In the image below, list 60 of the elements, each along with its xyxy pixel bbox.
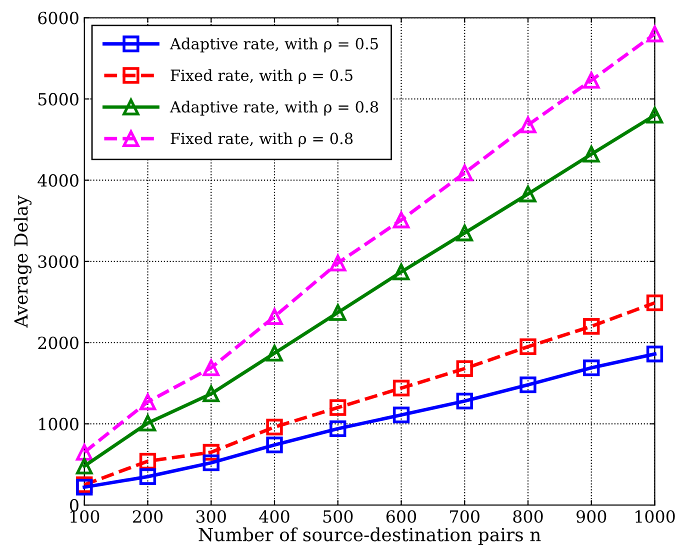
x-tick-label: 800	[513, 510, 543, 523]
point	[202, 454, 220, 472]
point	[646, 294, 664, 312]
point	[266, 344, 283, 362]
point	[392, 212, 410, 228]
point	[456, 392, 473, 410]
point	[392, 406, 410, 424]
point	[202, 385, 220, 402]
y-tick-label: 3000	[38, 255, 78, 268]
legend-label: Fixed rate, with ρ = 0.8	[170, 132, 353, 148]
legend-label: Fixed rate, with ρ = 0.5	[170, 69, 352, 84]
y-tick-label: 2000	[38, 336, 78, 350]
x-tick-label: 100	[70, 510, 100, 523]
point	[330, 399, 346, 416]
x-tick-label: 500	[323, 510, 353, 523]
point	[646, 26, 664, 42]
x-tick-label: 1000	[636, 510, 675, 523]
x-tick-label: 400	[259, 510, 290, 523]
y-axis-title: Average Delay	[14, 195, 32, 328]
legend-label: Adaptive rate, with ρ = 0.8	[170, 100, 378, 116]
x-tick-label: 700	[450, 510, 480, 523]
point	[266, 436, 283, 454]
point	[266, 418, 283, 436]
point	[646, 106, 664, 124]
point	[646, 346, 664, 362]
point	[456, 360, 473, 377]
point	[520, 116, 536, 134]
legend-label: Adaptive rate, with ρ = 0.5	[170, 38, 378, 52]
x-tick-label: 900	[576, 510, 606, 523]
point	[76, 458, 93, 474]
y-tick-label: 1000	[39, 418, 78, 430]
point	[330, 420, 346, 438]
point	[583, 72, 600, 89]
point	[520, 338, 536, 356]
x-tick-label: 300	[196, 510, 226, 523]
y-tick-label: 5000	[38, 92, 78, 106]
point	[583, 318, 600, 335]
point	[202, 359, 220, 376]
point	[392, 264, 410, 280]
point	[520, 186, 536, 202]
point	[139, 394, 156, 410]
point	[139, 452, 156, 470]
point	[583, 359, 600, 376]
x-axis-title: Number of source-destination pairs n	[198, 527, 541, 545]
y-tick-label: 4000	[38, 174, 78, 187]
point	[520, 376, 536, 394]
point	[330, 304, 346, 321]
point	[330, 254, 346, 272]
point	[583, 146, 600, 163]
point	[456, 164, 473, 182]
point	[139, 414, 156, 432]
point	[139, 468, 156, 485]
y-tick-label: 6000	[38, 12, 78, 24]
point	[266, 308, 283, 325]
point	[76, 444, 93, 461]
x-tick-label: 600	[386, 510, 416, 523]
x-tick-label: 200	[132, 510, 163, 523]
y-tick-label: 0	[70, 499, 78, 512]
point	[392, 380, 410, 396]
point	[456, 224, 473, 242]
